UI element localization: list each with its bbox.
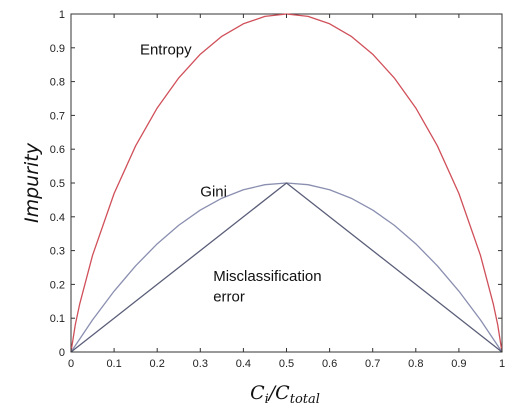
y-tick-label: 0.9 [50, 43, 65, 55]
series-line-misclassification-error [70, 182, 503, 353]
y-tick-label: 0.3 [50, 246, 65, 258]
y-tick-label: 0 [59, 347, 65, 359]
y-tick-label: 0.6 [50, 144, 65, 156]
x-axis-title-main: C [250, 382, 265, 404]
y-axis-title: Impurity [21, 142, 43, 223]
y-tick-label: 0.7 [50, 110, 65, 122]
ticks-layer: 0 0.1 0.2 0.3 0.4 0.5 0.6 0.7 0.8 0.9 1 0 0.1 0.2 0.3 0… [50, 9, 505, 370]
x-tick-label: 0.7 [365, 358, 380, 370]
y-tick-label: 0.4 [50, 212, 65, 224]
annotation-layer: Entropy Gini Misclassification error [140, 42, 322, 306]
y-tick-label: 0.2 [50, 279, 65, 291]
x-tick-label: 0.1 [106, 358, 121, 370]
y-tick-label: 1 [59, 9, 65, 21]
x-axis-title-sub-i: i [265, 392, 269, 407]
y-tick-label: 0.1 [50, 313, 65, 325]
x-axis-title-sub-total: total [290, 392, 320, 407]
x-tick-label: 0 [68, 358, 74, 370]
annotation-label: Entropy [140, 42, 192, 59]
y-tick-label: 0.5 [50, 178, 65, 190]
x-axis-title-slash: /C [267, 382, 290, 404]
x-tick-label: 0.4 [236, 358, 251, 370]
x-tick-label: 0.9 [451, 358, 466, 370]
y-tick-label: 0.8 [50, 77, 65, 89]
series-layer [70, 13, 503, 353]
x-tick-label: 0.6 [322, 358, 337, 370]
x-tick-label: 0.2 [150, 358, 165, 370]
x-tick-label: 0.8 [408, 358, 423, 370]
annotation-label: Gini [200, 184, 227, 201]
annotation-label: Misclassification [213, 268, 321, 285]
x-tick-label: 0.5 [279, 358, 294, 370]
x-axis-title: Ci/Ctotal [250, 382, 320, 407]
x-tick-label: 0.3 [193, 358, 208, 370]
annotation-label: error [213, 288, 245, 305]
x-tick-label: 1 [499, 358, 505, 370]
